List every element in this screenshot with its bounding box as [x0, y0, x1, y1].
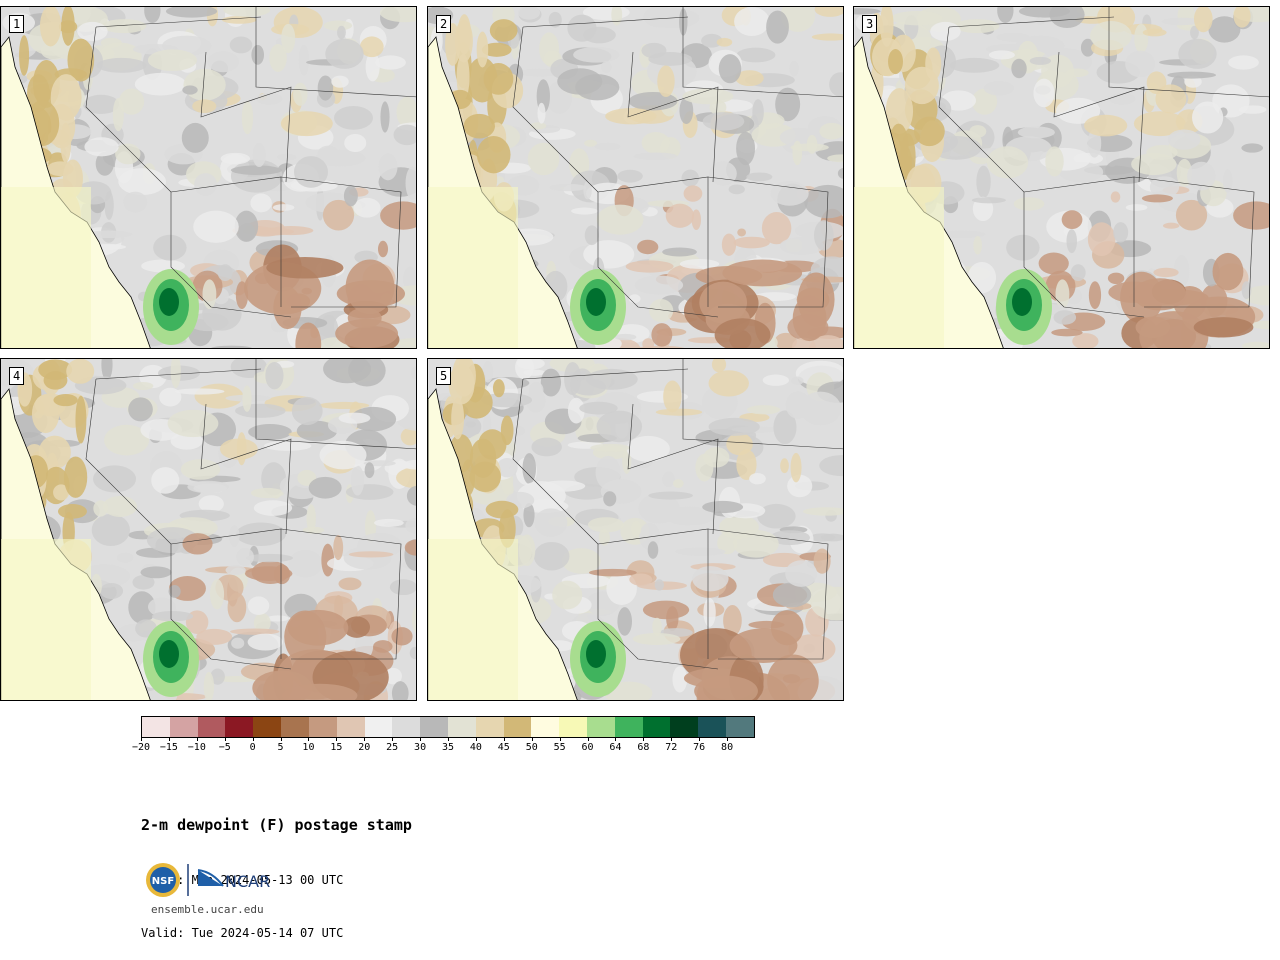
colorbar-tick-label: 50	[525, 742, 538, 753]
logos: NSF NCAR	[146, 863, 270, 897]
member-label: 2	[436, 15, 452, 33]
colorbar-tick	[559, 737, 561, 741]
colorbar-tick-label: −5	[218, 742, 231, 753]
dewpoint-map	[1, 359, 416, 700]
colorbar-tick-label: −20	[131, 742, 151, 753]
member-panel-2: 2	[427, 6, 844, 349]
colorbar-tick-label: 60	[581, 742, 594, 753]
colorbar-tick-label: 15	[330, 742, 343, 753]
nsf-logo: NSF	[146, 863, 180, 897]
figure-title: 2-m dewpoint (F) postage stamp	[141, 816, 412, 834]
colorbar-swatch	[197, 717, 226, 737]
member-panel-5: 5	[427, 358, 844, 701]
colorbar-tick-label: 64	[609, 742, 622, 753]
colorbar-tick	[336, 737, 338, 741]
colorbar-tick-label: 25	[386, 742, 399, 753]
dewpoint-map	[428, 359, 843, 700]
colorbar-tick	[699, 737, 701, 741]
colorbar-tick	[252, 737, 254, 741]
colorbar-tick	[392, 737, 394, 741]
colorbar-tick	[643, 737, 645, 741]
colorbar-tick	[308, 737, 310, 741]
colorbar	[141, 716, 755, 738]
colorbar-tick-label: 55	[553, 742, 566, 753]
colorbar-swatch	[281, 717, 309, 737]
colorbar-swatch	[475, 717, 504, 737]
colorbar-swatch	[447, 717, 476, 737]
colorbar-swatch	[503, 717, 532, 737]
colorbar-tick	[531, 737, 533, 741]
website-link[interactable]: ensemble.ucar.edu	[151, 903, 264, 916]
colorbar-tick	[615, 737, 617, 741]
nsf-logo-text: NSF	[152, 876, 174, 887]
colorbar-swatch	[642, 717, 671, 737]
colorbar-tick-label: 35	[441, 742, 455, 753]
colorbar-tick-label: 0	[249, 742, 256, 753]
dewpoint-map	[428, 7, 843, 348]
dewpoint-map	[854, 7, 1269, 348]
colorbar-ticks: −20 −15 −10 −5 0 5 10 15 20 25 30 35 40 45 50 55 60 64 68 7…	[132, 737, 755, 757]
member-panel-4: 4	[0, 358, 417, 701]
member-panel-3: 3	[853, 6, 1270, 349]
colorbar-tick	[141, 737, 142, 741]
member-label: 5	[436, 367, 452, 385]
colorbar-tick-label: 30	[414, 742, 427, 753]
colorbar-tick	[196, 737, 198, 741]
colorbar-swatch	[336, 717, 365, 737]
colorbar-swatch	[253, 717, 282, 737]
colorbar-tick-label: 20	[358, 742, 371, 753]
colorbar-swatch	[559, 717, 587, 737]
colorbar-tick	[280, 737, 282, 741]
colorbar-tick-label: −15	[159, 742, 178, 753]
colorbar-tick	[224, 737, 226, 741]
colorbar-tick	[420, 737, 422, 741]
colorbar-tick-label: 72	[665, 742, 678, 753]
member-panel-1: 1	[0, 6, 417, 349]
ncar-logo-text: NCAR	[225, 872, 270, 891]
colorbar-swatch	[225, 717, 254, 737]
colorbar-tick	[448, 737, 449, 741]
colorbar-tick	[475, 737, 477, 741]
colorbar-swatch	[420, 717, 448, 737]
colorbar-tick-label: 76	[693, 742, 706, 753]
member-label: 3	[862, 15, 878, 33]
colorbar-swatch	[698, 717, 727, 737]
colorbar-tick-label: 5	[277, 742, 284, 753]
ncar-logo: NCAR	[197, 869, 270, 891]
colorbar-swatch	[587, 717, 615, 737]
colorbar-swatch	[169, 717, 198, 737]
colorbar-swatch	[614, 717, 643, 737]
colorbar-tick	[727, 737, 729, 741]
colorbar-swatch	[142, 717, 170, 737]
colorbar-tick-label: 40	[469, 742, 482, 753]
colorbar-tick-label: 68	[637, 742, 650, 753]
colorbar-tick-label: 10	[302, 742, 315, 753]
colorbar-tick	[168, 737, 170, 741]
colorbar-swatch	[670, 717, 699, 737]
dewpoint-map	[1, 7, 416, 348]
member-label: 4	[9, 367, 25, 385]
colorbar-tick-label: 45	[497, 742, 510, 753]
colorbar-tick	[671, 737, 673, 741]
colorbar-swatch	[726, 717, 754, 737]
colorbar-tick-label: 80	[721, 742, 734, 753]
colorbar-swatch	[364, 717, 393, 737]
colorbar-swatch	[531, 717, 560, 737]
colorbar-tick	[364, 737, 366, 741]
valid-time: Valid: Tue 2024-05-14 07 UTC	[141, 926, 344, 940]
member-label: 1	[9, 15, 25, 33]
colorbar-swatch	[392, 717, 421, 737]
colorbar-tick	[503, 737, 505, 741]
colorbar-tick-label: −10	[187, 742, 206, 753]
colorbar-tick	[587, 737, 589, 741]
colorbar-swatch	[308, 717, 337, 737]
